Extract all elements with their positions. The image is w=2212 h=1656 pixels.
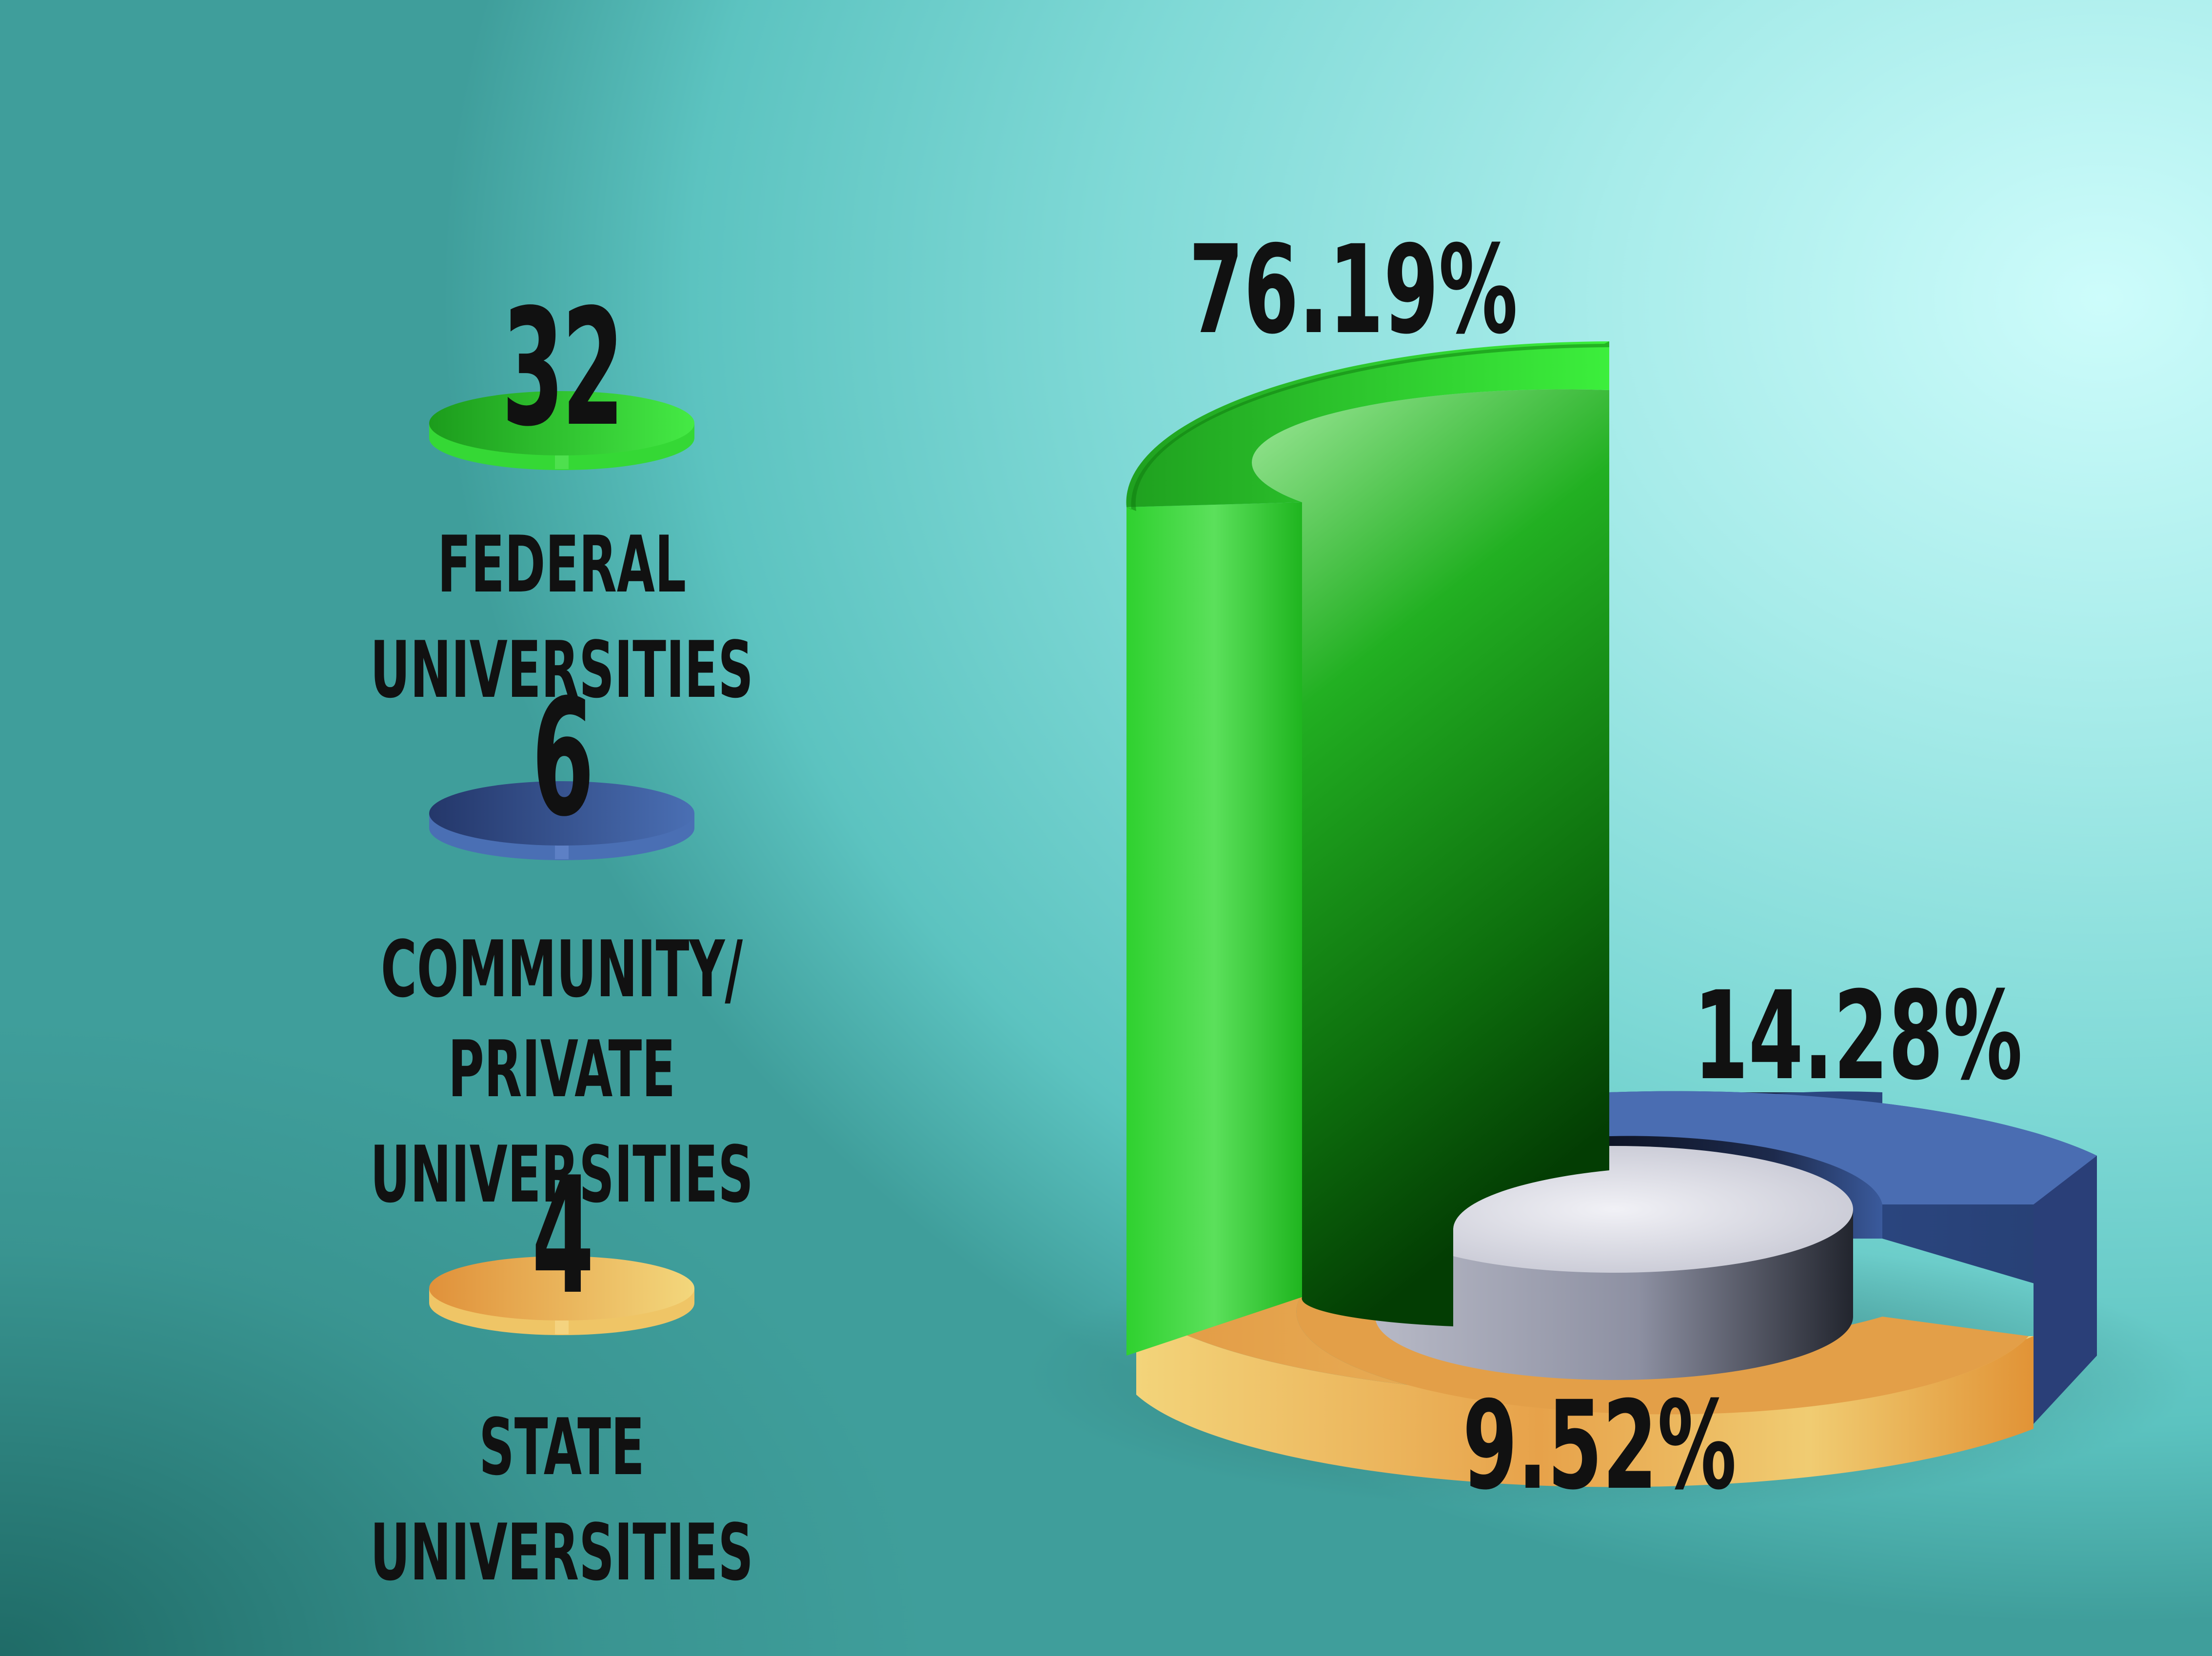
legend-disc-state	[429, 1256, 694, 1335]
legend-disc-community-private	[429, 781, 694, 860]
legend-label-community-private-line1: COMMUNITY/	[380, 924, 743, 1015]
legend-disc-federal	[429, 391, 694, 470]
legend-label-community-private-line2: PRIVATE UNIVERSITIES	[370, 1024, 753, 1220]
legend-count-federal: 32	[501, 275, 624, 462]
legend-count-community-private: 6	[532, 665, 594, 852]
data-label-state: 9.52%	[1462, 1375, 1737, 1517]
data-label-federal: 76.19%	[1188, 219, 1518, 361]
data-label-community-private: 14.28%	[1693, 965, 2023, 1107]
legend-label-state: STATE UNIVERSITIES	[370, 1401, 753, 1598]
legend-count-state: 4	[532, 1143, 594, 1330]
legend-label-federal: FEDERAL UNIVERSITIES	[370, 519, 753, 715]
slice-federal	[1126, 341, 1609, 1356]
